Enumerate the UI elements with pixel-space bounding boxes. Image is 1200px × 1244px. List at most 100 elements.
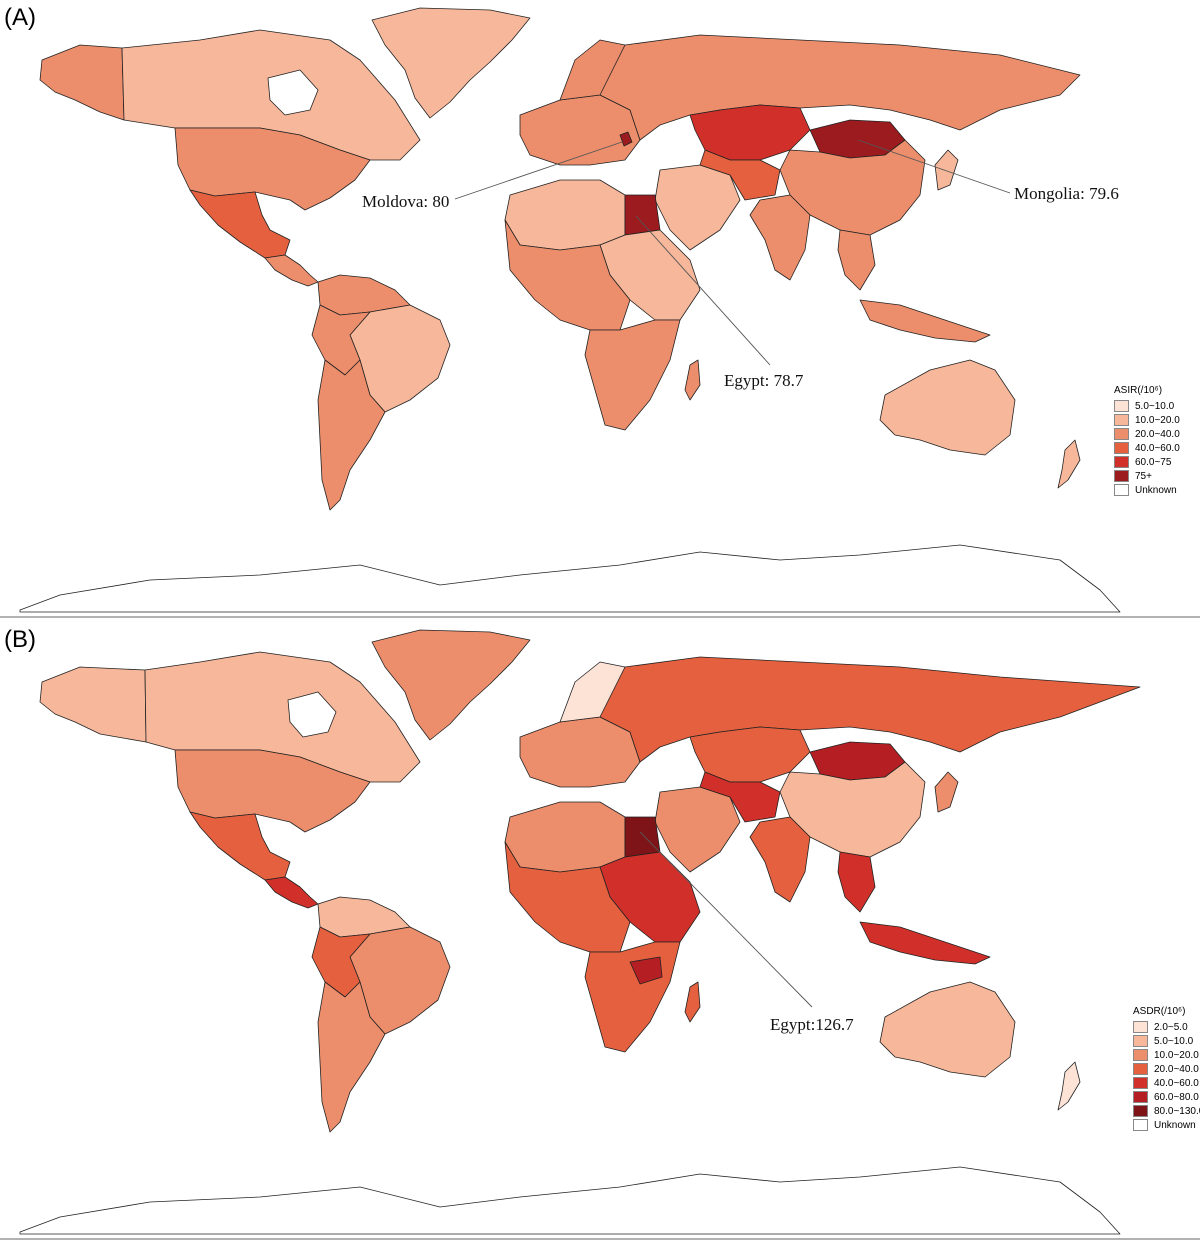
callout-moldova: Moldova: 80: [362, 192, 449, 211]
region-argentina-chile: [317, 981, 386, 1133]
legend-label: 20.0~40.0: [1135, 428, 1180, 440]
panel-label-b: (B): [4, 626, 36, 653]
legend-swatch: [1133, 1077, 1148, 1089]
legend-item: 60.0~80.0: [1133, 1090, 1200, 1104]
legend-item: 10.0~20.0: [1133, 1048, 1200, 1062]
legend-label: 80.0~130.0: [1154, 1105, 1200, 1117]
legend-label: Unknown: [1135, 484, 1177, 496]
legend-item: 2.0~5.0: [1133, 1020, 1200, 1034]
legend-swatch: [1133, 1091, 1148, 1103]
legend-label: 5.0~10.0: [1154, 1035, 1194, 1047]
callout-egypt: Egypt: 78.7: [724, 371, 804, 390]
region-west-africa: [504, 219, 631, 331]
region-southern-africa: [584, 941, 681, 1053]
region-egypt: [624, 194, 661, 236]
region-russia: [599, 34, 1081, 141]
region-antarctica: [19, 544, 1121, 613]
legend-swatch: [1114, 414, 1129, 426]
region-greenland: [371, 629, 531, 741]
legend-item: 80.0~130.0: [1133, 1104, 1200, 1118]
world-map-a: Moldova: 80 Mongolia: 79.6 Egypt: 78.7: [0, 7, 1200, 618]
legend-swatch: [1114, 484, 1129, 496]
legend-swatch: [1133, 1119, 1148, 1131]
leader-egypt-a: [635, 215, 771, 366]
leader-egypt-b: [639, 831, 813, 1008]
legend-item: 40.0~60.0: [1133, 1076, 1200, 1090]
legend-swatch: [1133, 1021, 1148, 1033]
legend-swatch: [1133, 1035, 1148, 1047]
leader-mongolia: [857, 139, 1011, 194]
world-map-b: Egypt:126.7: [0, 629, 1200, 1240]
panel-b-asdr-map: Egypt:126.7 (B) ASDR(/10⁶) 2.0~5.0 5.0~10…: [0, 622, 1200, 1244]
region-japan: [934, 149, 959, 191]
region-egypt: [624, 816, 661, 858]
legend-label: 10.0~20.0: [1154, 1049, 1199, 1061]
legend-label: Unknown: [1154, 1119, 1196, 1131]
legend-item: 20.0~40.0: [1133, 1062, 1200, 1076]
region-japan: [934, 771, 959, 813]
legend-swatch: [1114, 400, 1129, 412]
hudson-bay: [287, 691, 337, 738]
legend-label: 40.0~60.0: [1154, 1077, 1199, 1089]
panel-label-a: (A): [4, 4, 36, 31]
legend-swatch: [1133, 1049, 1148, 1061]
legend-label: 20.0~40.0: [1154, 1063, 1199, 1075]
legend-swatch: [1133, 1063, 1148, 1075]
region-india: [749, 816, 811, 903]
legend-swatch: [1114, 470, 1129, 482]
legend-item: Unknown: [1133, 1118, 1200, 1132]
region-west-africa: [504, 841, 631, 953]
region-argentina-chile: [317, 359, 386, 511]
legend-swatch: [1114, 456, 1129, 468]
region-australia: [879, 981, 1016, 1078]
legend-item: 40.0~60.0: [1114, 441, 1180, 455]
region-madagascar: [684, 359, 701, 401]
legend-swatch: [1114, 442, 1129, 454]
region-new-zealand: [1057, 1061, 1081, 1111]
legend-title-a: ASIR(/10⁶): [1114, 385, 1163, 396]
legend-item: 75+: [1114, 469, 1180, 483]
region-india: [749, 194, 811, 281]
legend-swatch: [1114, 428, 1129, 440]
legend-label: 10.0~20.0: [1135, 414, 1180, 426]
region-north-africa: [504, 179, 626, 251]
legend-b: ASDR(/10⁶) 2.0~5.0 5.0~10.0 10.0~20.0 20.0~…: [1133, 1006, 1200, 1132]
legend-title-b: ASDR(/10⁶): [1133, 1006, 1186, 1017]
region-alaska: [39, 666, 147, 743]
region-zambia: [629, 956, 663, 985]
hudson-bay: [267, 69, 319, 116]
region-mexico: [189, 811, 291, 881]
legend-item: Unknown: [1114, 483, 1180, 497]
region-indonesia: [859, 921, 991, 965]
region-madagascar: [684, 981, 701, 1023]
callout-mongolia: Mongolia: 79.6: [1014, 184, 1119, 203]
region-new-zealand: [1057, 439, 1081, 489]
legend-item: 10.0~20.0: [1114, 413, 1180, 427]
region-se-asia: [837, 229, 876, 291]
region-central-america: [264, 254, 319, 287]
legend-item: 60.0~75: [1114, 455, 1180, 469]
legend-item: 5.0~10.0: [1114, 399, 1180, 413]
legend-item: 5.0~10.0: [1133, 1034, 1200, 1048]
region-russia: [599, 656, 1141, 763]
legend-label: 75+: [1135, 470, 1152, 482]
region-australia: [879, 359, 1016, 456]
legend-swatch: [1133, 1105, 1148, 1117]
region-central-america: [264, 876, 319, 909]
callout-egypt: Egypt:126.7: [770, 1015, 854, 1034]
region-north-africa: [504, 801, 626, 873]
panel-a-asir-map: Moldova: 80 Mongolia: 79.6 Egypt: 78.7 (…: [0, 4, 1200, 618]
legend-label: 2.0~5.0: [1154, 1021, 1188, 1033]
region-central-asia: [699, 149, 781, 201]
region-greenland: [371, 7, 531, 119]
legend-a: ASIR(/10⁶) 5.0~10.0 10.0~20.0 20.0~40.0 40.…: [1114, 385, 1180, 497]
region-alaska: [39, 44, 125, 121]
region-southern-africa: [584, 319, 681, 431]
region-antarctica: [19, 1166, 1121, 1235]
legend-label: 60.0~75: [1135, 456, 1172, 468]
region-moldova: [619, 131, 633, 147]
region-mexico: [189, 189, 291, 259]
legend-label: 40.0~60.0: [1135, 442, 1180, 454]
legend-label: 5.0~10.0: [1135, 400, 1175, 412]
leader-moldova: [454, 141, 623, 200]
